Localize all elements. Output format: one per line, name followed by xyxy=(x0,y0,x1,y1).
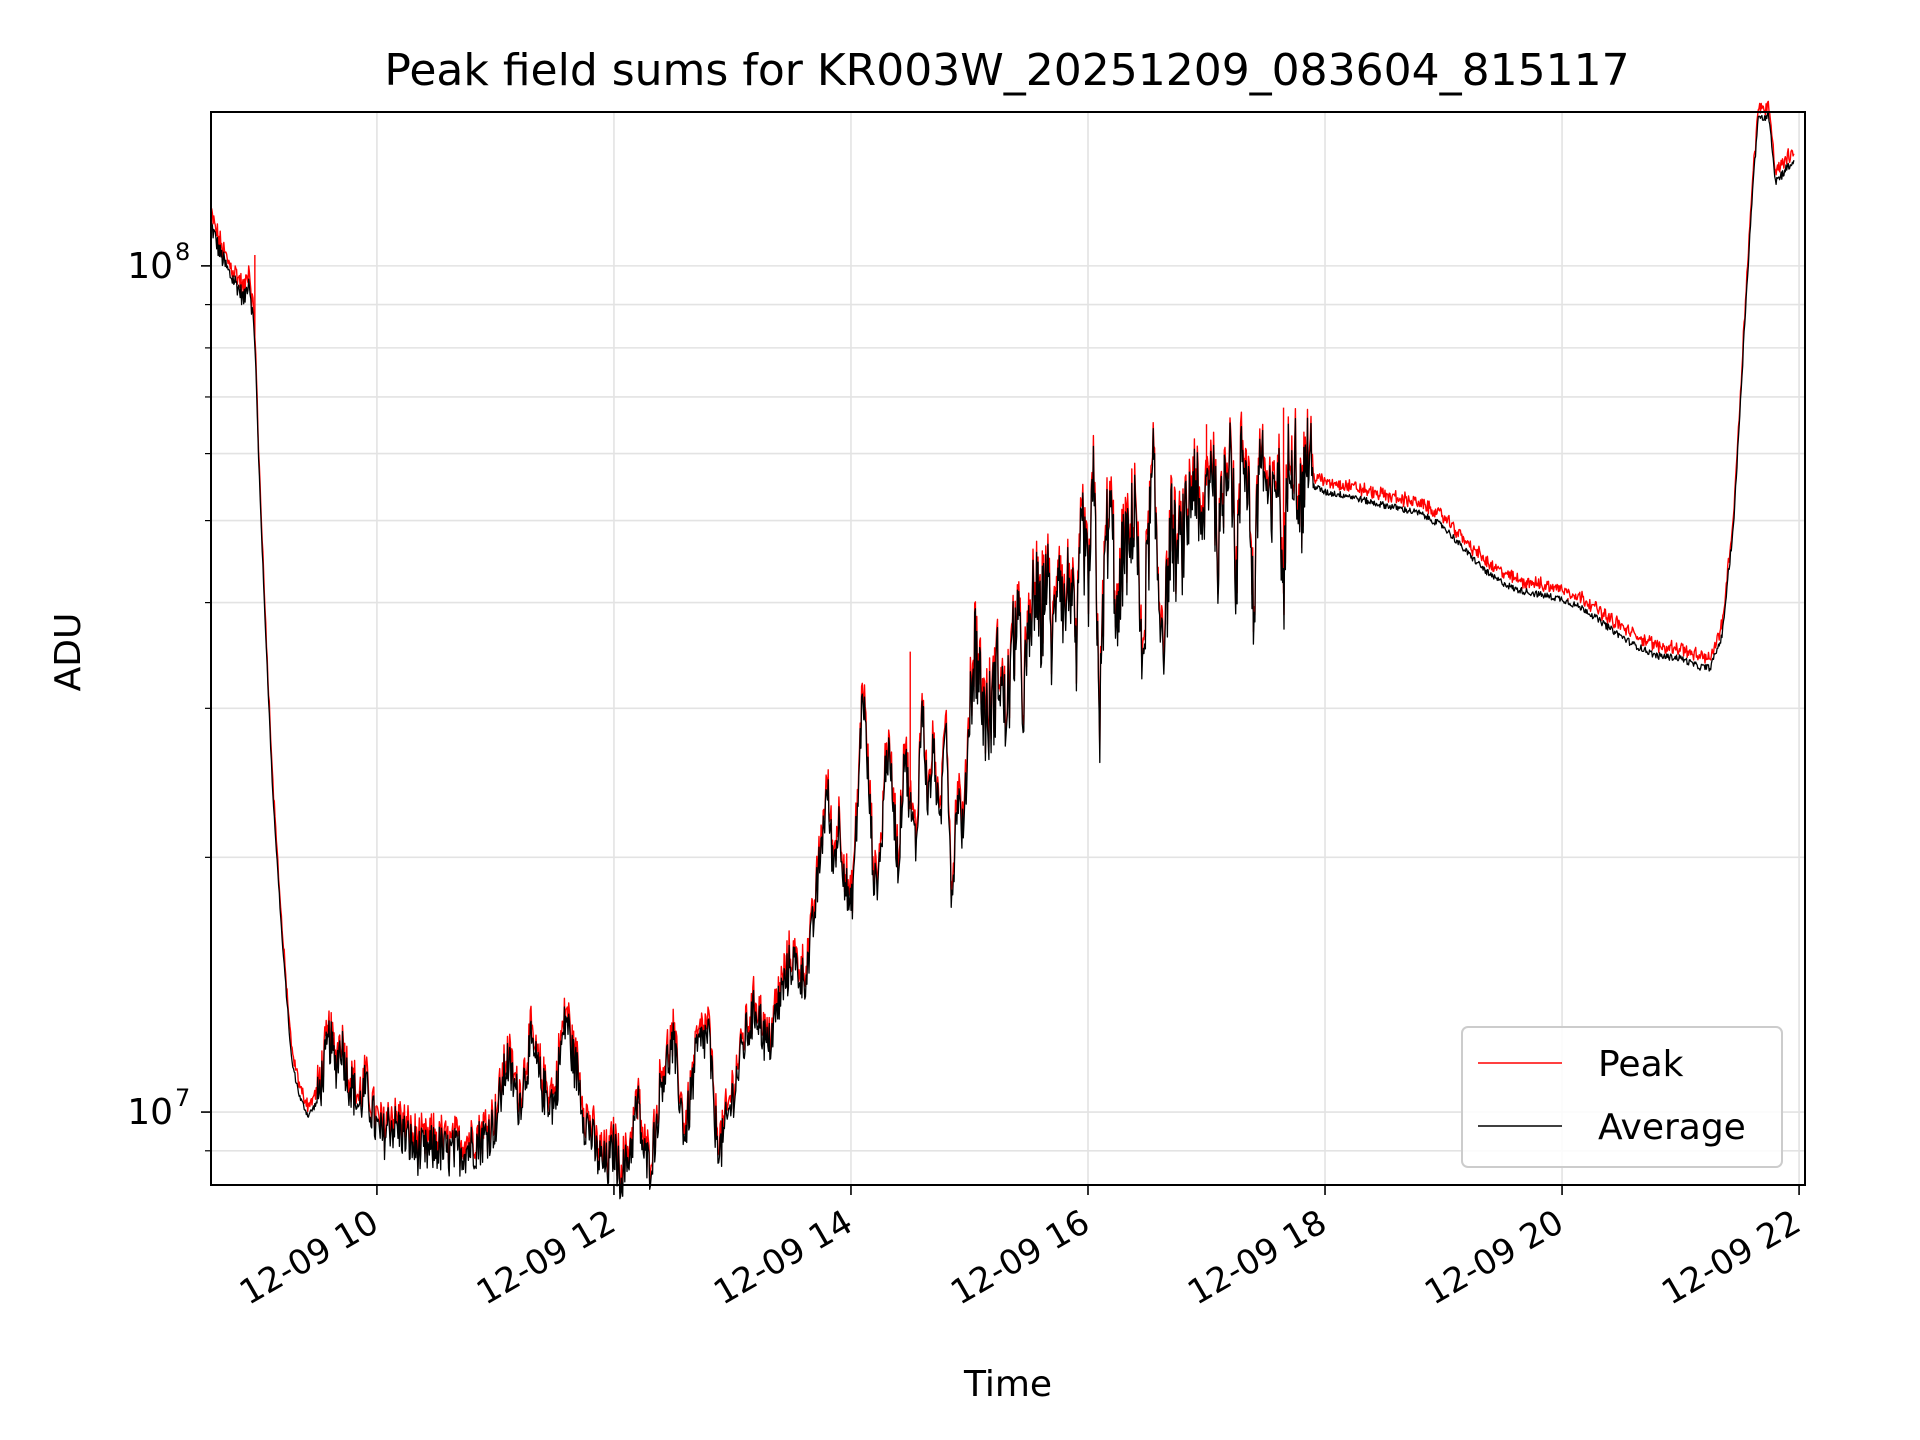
data-series xyxy=(210,100,1795,1200)
average-series-line xyxy=(210,111,1795,1200)
y-axis-label: ADU xyxy=(48,613,89,692)
plot-frame xyxy=(210,111,1806,1186)
legend: Peak Average xyxy=(1461,1026,1783,1168)
y-tick-label: 10 xyxy=(127,1092,173,1133)
legend-average-label: Average xyxy=(1598,1107,1746,1148)
grid xyxy=(211,112,1805,1185)
legend-peak-label: Peak xyxy=(1598,1044,1684,1085)
y-tick-label-exponent: 7 xyxy=(175,1084,190,1112)
legend-box xyxy=(1461,1026,1783,1168)
peak-series-line xyxy=(210,100,1795,1194)
y-tick-label-exponent: 8 xyxy=(175,238,190,266)
x-axis-label: Time xyxy=(963,1364,1052,1405)
chart-title: Peak field sums for KR003W_20251209_0836… xyxy=(384,45,1629,96)
y-tick-label: 10 xyxy=(127,246,173,287)
